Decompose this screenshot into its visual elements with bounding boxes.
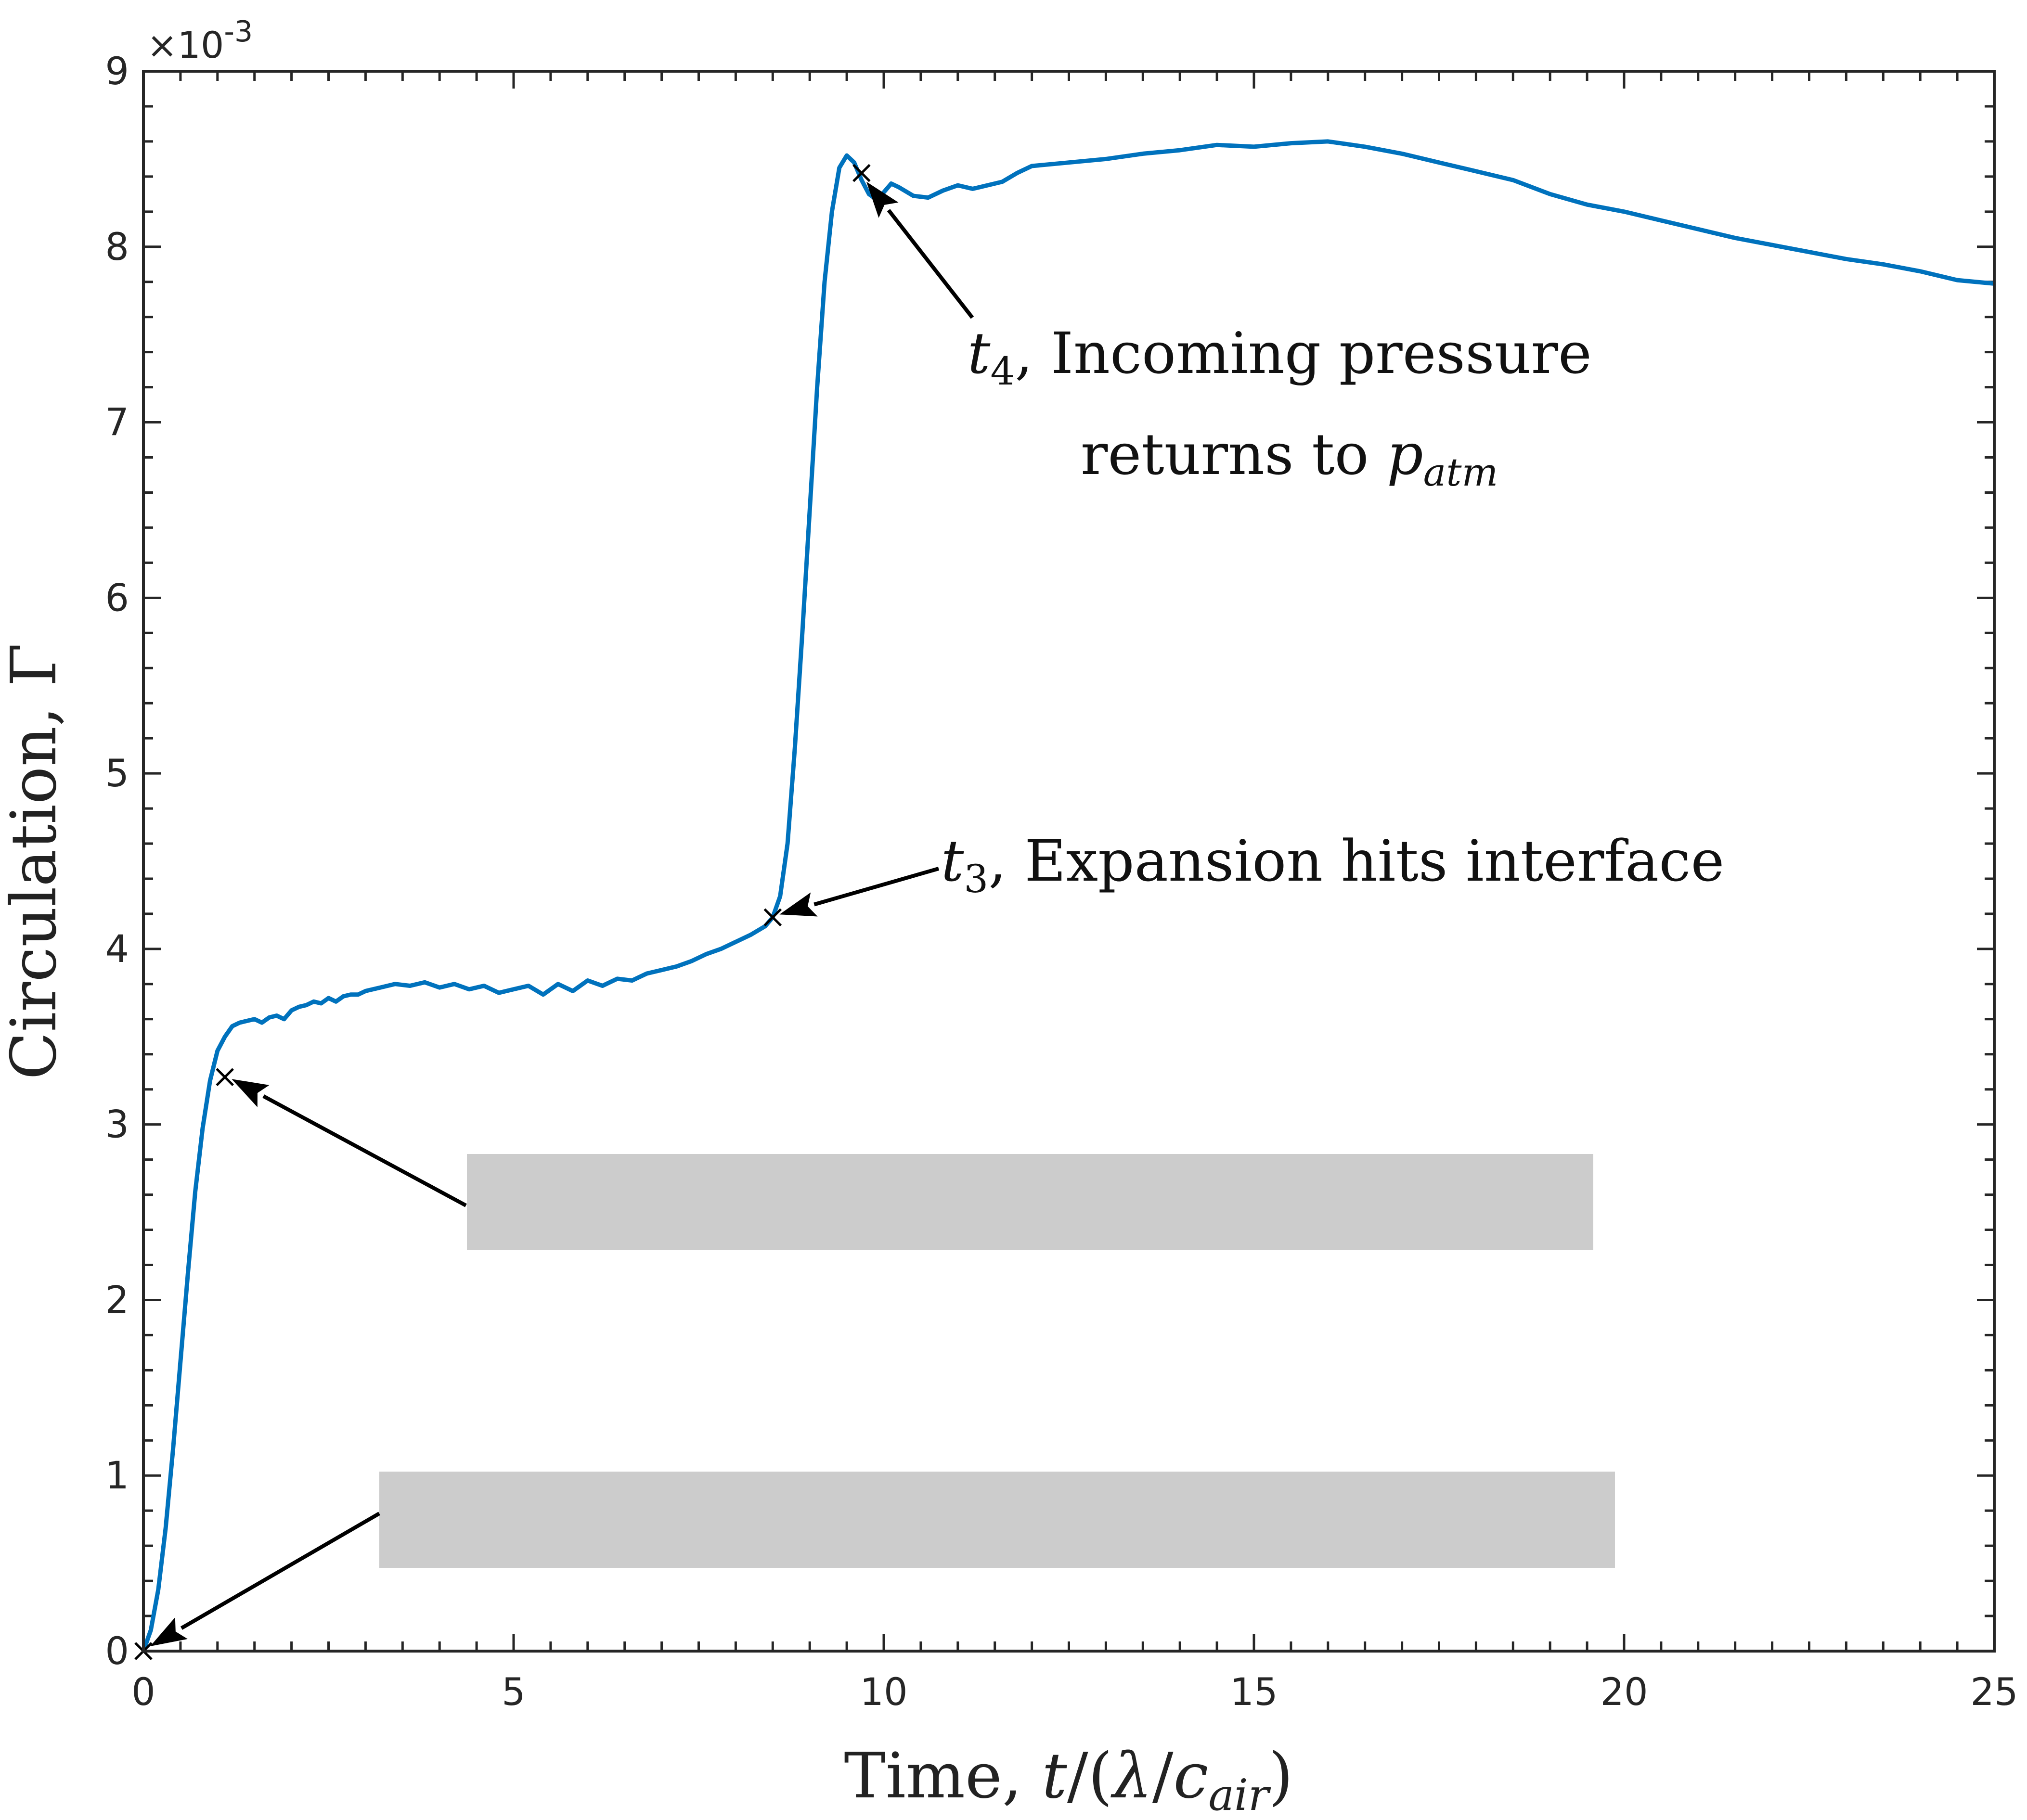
x-tick-label: 5 [502,1671,526,1714]
redacted-label-box-1 [467,1154,1593,1250]
annotation-arrow [779,867,940,917]
y-tick-label: 3 [105,1103,129,1147]
y-exponent-label: ×10-3 [147,15,253,66]
y-tick-label: 6 [105,577,129,620]
x-tick-label: 0 [131,1671,155,1714]
y-tick-label: 5 [105,752,129,795]
axis-tick-labels: 0 5 10 15 20 25 0 1 2 3 4 5 6 7 8 9 [105,50,2018,1714]
annotation-arrow [150,1512,381,1646]
marker-x [763,908,782,926]
y-tick-label: 9 [105,50,129,93]
y-tick-label: 0 [105,1630,129,1673]
y-tick-label: 1 [105,1454,129,1498]
y-tick-label: 2 [105,1279,129,1322]
redacted-label-box-2 [379,1472,1615,1568]
y-axis-title: Circulation, Γ [0,643,70,1079]
marker-x [852,164,871,182]
y-tick-label: 7 [105,401,129,445]
y-tick-label: 4 [105,928,129,971]
x-tick-label: 20 [1600,1671,1648,1714]
annotation-arrows [150,181,974,1646]
annotation-arrow [232,1079,467,1207]
data-markers [134,164,871,1660]
x-tick-label: 25 [1970,1671,2018,1714]
x-tick-label: 10 [860,1671,907,1714]
annotation-arrow [866,181,974,319]
x-axis-title: Time, t/(λ/cair) [844,1739,1293,1820]
plot-frame [142,70,1996,1653]
axis-ticks [142,70,1996,1653]
series-line [141,139,1995,1652]
x-tick-label: 15 [1230,1671,1278,1714]
annotation-t4-line1: t4, Incoming pressure [968,320,1592,394]
annotation-t4-line2: returns to patm [1081,421,1498,495]
marker-x [216,1068,234,1086]
annotation-t3: t3, Expansion hits interface [941,828,1724,901]
y-tick-label: 8 [105,226,129,269]
